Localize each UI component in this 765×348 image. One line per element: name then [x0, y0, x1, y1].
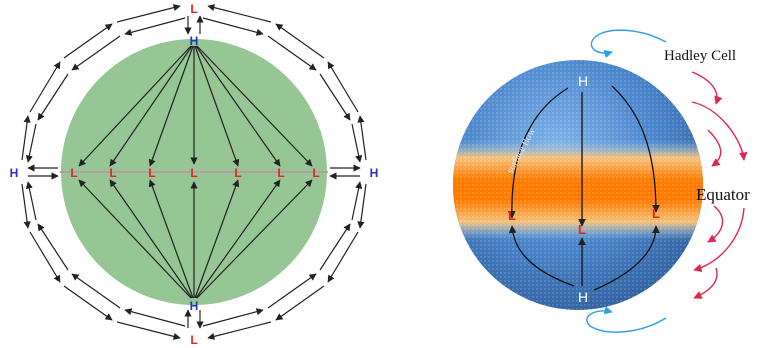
north-high-label: H: [578, 73, 588, 89]
left-circulation-diagram: L H H L H H L L L L L L L: [10, 2, 379, 347]
equator-low-label: L: [234, 166, 241, 180]
equator-low-label: L: [312, 166, 319, 180]
equator-low-label: L: [148, 166, 155, 180]
east-aloft-high-label: H: [370, 166, 379, 180]
hadley-low-labels: L L L: [508, 206, 660, 237]
equator-low-label: L: [508, 208, 516, 223]
return-flow-arrows: [691, 71, 748, 299]
equator-low-label: L: [578, 222, 586, 237]
surface-flow-arrows: [507, 85, 660, 291]
south-pole-high-label: H: [190, 299, 199, 313]
hadley-cell-label: Hadley Cell: [664, 48, 736, 64]
equator-low-labels: L L L L L L L: [70, 166, 319, 180]
equator-low-label: L: [190, 166, 197, 180]
equator-label: Equator: [696, 185, 750, 204]
equator-low-label: L: [652, 206, 660, 221]
north-pole-high-label: H: [190, 34, 199, 48]
south-high-label: H: [578, 289, 588, 305]
equator-low-label: L: [70, 166, 77, 180]
south-aloft-low-label: L: [190, 333, 197, 347]
south-surface-arrows: [78, 179, 313, 299]
north-aloft-low-label: L: [190, 2, 197, 16]
upper-flow-arrows: [586, 29, 667, 333]
aloft-ring-arrows: [21, 4, 367, 340]
west-aloft-high-label: H: [10, 166, 19, 180]
north-surface-arrows: [78, 45, 313, 167]
right-hadley-diagram: Hadley Cell Equator surface flow H H L L…: [453, 29, 750, 333]
equator-low-label: L: [277, 166, 284, 180]
equator-low-label: L: [109, 166, 116, 180]
